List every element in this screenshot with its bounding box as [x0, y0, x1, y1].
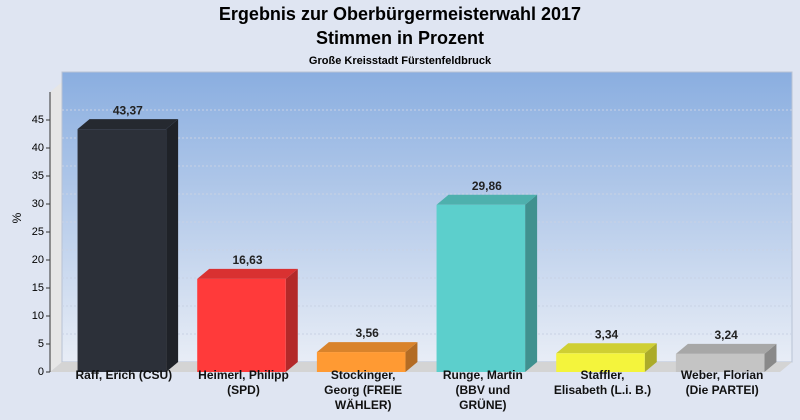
- value-label: 29,86: [472, 179, 502, 193]
- side-wall: [50, 82, 62, 372]
- bar-top: [197, 268, 298, 279]
- value-label: 3,34: [595, 327, 619, 341]
- y-tick-label: 30: [32, 198, 44, 210]
- bar: [77, 129, 167, 372]
- bar-top: [436, 194, 538, 205]
- bar-top: [77, 119, 179, 130]
- bar-side: [166, 119, 179, 373]
- y-tick-label: 0: [38, 366, 44, 378]
- y-tick-label: 25: [32, 226, 44, 238]
- y-axis-label: %: [10, 212, 24, 223]
- value-label: 3,24: [714, 328, 738, 342]
- back-wall: [61, 71, 793, 363]
- bar-side: [644, 343, 657, 372]
- bar-side: [285, 268, 298, 372]
- y-tick-label: 5: [38, 338, 44, 350]
- x-tick-label: Stockinger, Georg (FREIE WÄHLER): [324, 368, 403, 412]
- y-tick-label: 45: [32, 114, 44, 126]
- bar-side: [525, 194, 538, 372]
- x-tick-label: Heimerl, Philipp (SPD): [198, 368, 289, 397]
- x-tick-label: Staffler, Elisabeth (L.i. B.): [553, 368, 652, 397]
- x-tick-label: Weber, Florian (Die PARTEI): [680, 368, 764, 397]
- value-label: 16,63: [232, 253, 262, 267]
- bar-side: [764, 343, 777, 372]
- bar: [436, 204, 526, 372]
- chart-subtitle: Stimmen in Prozent: [316, 28, 484, 48]
- x-tick-label: Raff, Erich (CSU): [75, 368, 173, 382]
- chart-title: Ergebnis zur Oberbürgermeisterwahl 2017: [219, 4, 581, 24]
- value-label: 3,56: [355, 326, 379, 340]
- bar-top: [316, 342, 418, 353]
- bar-top: [556, 343, 657, 354]
- y-tick-label: 15: [32, 282, 44, 294]
- value-label: 43,37: [113, 103, 143, 117]
- y-tick-label: 35: [32, 170, 44, 182]
- bar: [316, 352, 406, 372]
- y-tick-label: 20: [32, 254, 44, 266]
- chart-caption: Große Kreisstadt Fürstenfeldbruck: [309, 55, 492, 67]
- bar-side: [405, 342, 418, 372]
- bar: [197, 278, 286, 372]
- bar: [675, 353, 765, 372]
- y-tick-label: 10: [32, 310, 44, 322]
- bar-top: [675, 343, 777, 354]
- bar: [556, 353, 645, 372]
- x-tick-label: Runge, Martin (BBV und GRÜNE): [442, 368, 523, 412]
- y-tick-label: 40: [32, 142, 44, 154]
